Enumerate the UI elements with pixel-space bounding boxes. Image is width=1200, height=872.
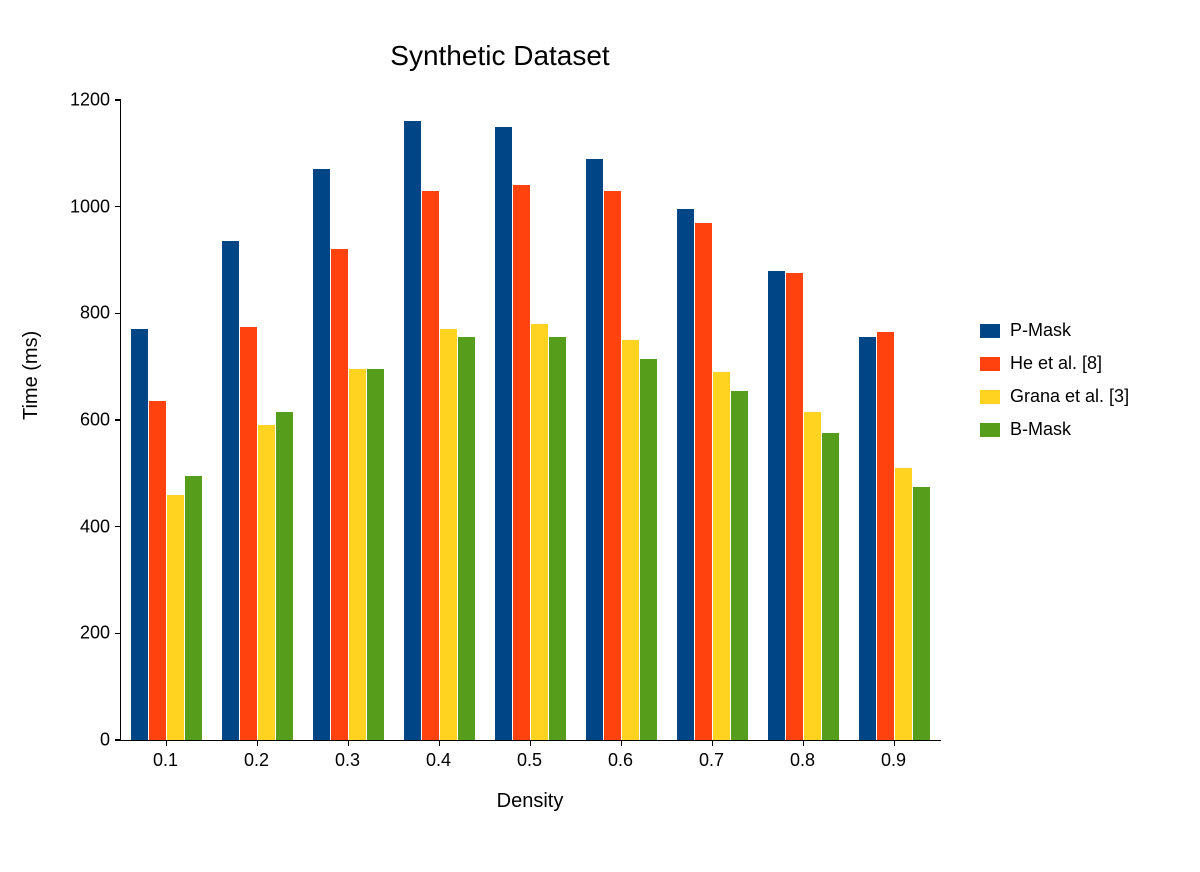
plot-area	[120, 100, 941, 741]
x-tick-mark	[348, 740, 350, 746]
legend-label: Grana et al. [3]	[1010, 386, 1129, 407]
legend-label: He et al. [8]	[1010, 353, 1102, 374]
x-tick-mark	[166, 740, 168, 746]
bar	[768, 271, 785, 740]
y-tick-label: 200	[50, 623, 110, 644]
bar	[913, 487, 930, 740]
chart-title: Synthetic Dataset	[0, 40, 1000, 72]
x-tick-mark	[530, 740, 532, 746]
bar	[240, 327, 257, 740]
bar	[131, 329, 148, 740]
bar	[149, 401, 166, 740]
chart-container: Synthetic Dataset Time (ms) Density P-Ma…	[0, 0, 1200, 872]
bar	[895, 468, 912, 740]
bar	[367, 369, 384, 740]
x-tick-label: 0.3	[335, 750, 360, 771]
bar	[622, 340, 639, 740]
legend-swatch	[980, 324, 1000, 338]
bar	[695, 223, 712, 740]
x-tick-label: 0.7	[699, 750, 724, 771]
x-tick-label: 0.6	[608, 750, 633, 771]
legend-item: Grana et al. [3]	[980, 386, 1129, 407]
bar	[549, 337, 566, 740]
x-tick-label: 0.5	[517, 750, 542, 771]
x-axis-label: Density	[120, 790, 940, 813]
legend-swatch	[980, 423, 1000, 437]
x-tick-mark	[439, 740, 441, 746]
x-tick-mark	[712, 740, 714, 746]
bar	[495, 127, 512, 740]
bar	[331, 249, 348, 740]
bar	[222, 241, 239, 740]
y-tick-mark	[115, 313, 121, 315]
x-tick-mark	[621, 740, 623, 746]
y-tick-mark	[115, 633, 121, 635]
legend: P-Mask He et al. [8] Grana et al. [3] B-Mas…	[980, 320, 1129, 452]
legend-item: P-Mask	[980, 320, 1129, 341]
y-tick-mark	[115, 206, 121, 208]
bar	[513, 185, 530, 740]
legend-label: P-Mask	[1010, 320, 1071, 341]
legend-item: He et al. [8]	[980, 353, 1129, 374]
y-tick-label: 600	[50, 410, 110, 431]
legend-swatch	[980, 357, 1000, 371]
y-tick-mark	[115, 739, 121, 741]
bar	[349, 369, 366, 740]
legend-swatch	[980, 390, 1000, 404]
y-tick-mark	[115, 419, 121, 421]
bar	[877, 332, 894, 740]
x-tick-label: 0.4	[426, 750, 451, 771]
bar	[804, 412, 821, 740]
x-tick-mark	[257, 740, 259, 746]
bar	[258, 425, 275, 740]
bar	[458, 337, 475, 740]
x-tick-mark	[894, 740, 896, 746]
x-tick-mark	[803, 740, 805, 746]
bar	[731, 391, 748, 740]
bar	[640, 359, 657, 740]
bar	[404, 121, 421, 740]
y-tick-label: 0	[50, 730, 110, 751]
y-tick-mark	[115, 99, 121, 101]
y-tick-label: 400	[50, 516, 110, 537]
bar	[422, 191, 439, 740]
bar	[586, 159, 603, 740]
y-tick-label: 800	[50, 303, 110, 324]
bar	[185, 476, 202, 740]
bar	[677, 209, 694, 740]
bar	[822, 433, 839, 740]
y-tick-label: 1200	[50, 90, 110, 111]
bar	[167, 495, 184, 740]
x-tick-label: 0.2	[244, 750, 269, 771]
y-tick-label: 1000	[50, 196, 110, 217]
bar	[604, 191, 621, 740]
legend-item: B-Mask	[980, 419, 1129, 440]
bar	[859, 337, 876, 740]
y-tick-mark	[115, 526, 121, 528]
bar	[786, 273, 803, 740]
bar	[713, 372, 730, 740]
bar	[276, 412, 293, 740]
x-tick-label: 0.8	[790, 750, 815, 771]
x-tick-label: 0.1	[153, 750, 178, 771]
bar	[440, 329, 457, 740]
bar	[531, 324, 548, 740]
x-tick-label: 0.9	[881, 750, 906, 771]
bar	[313, 169, 330, 740]
legend-label: B-Mask	[1010, 419, 1071, 440]
y-axis-label: Time (ms)	[20, 331, 43, 420]
